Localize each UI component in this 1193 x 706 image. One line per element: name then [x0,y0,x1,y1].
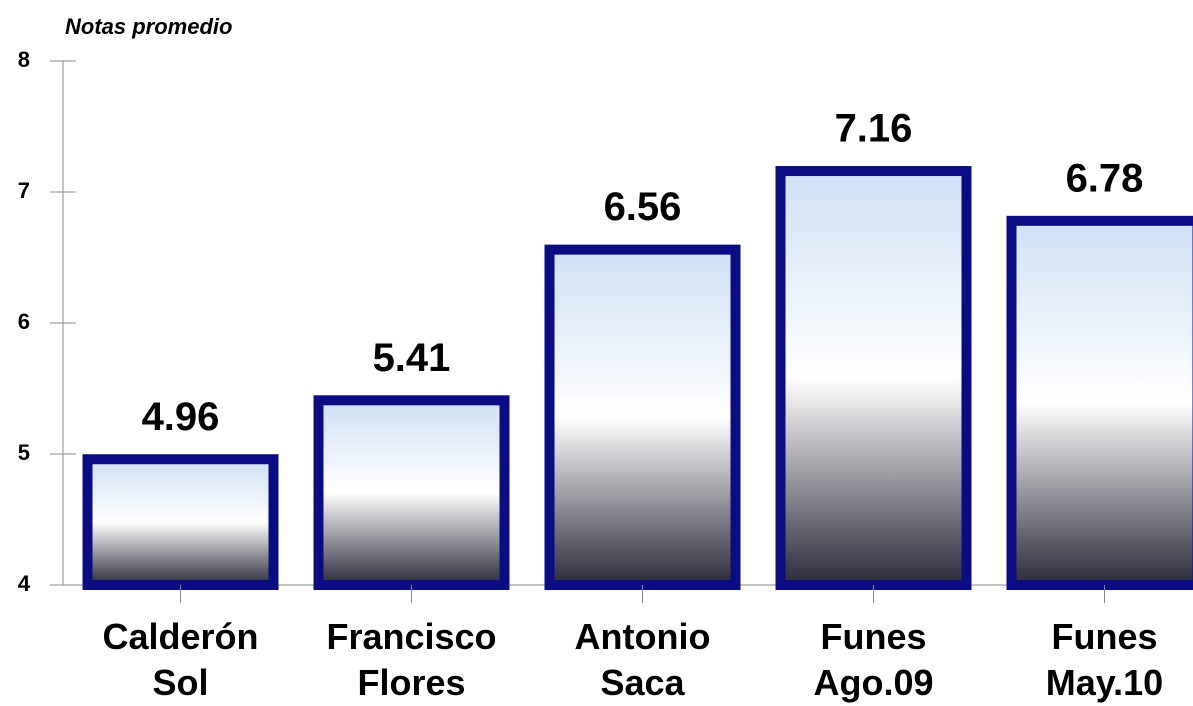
y-tick-label: 8 [18,47,30,72]
bar [544,244,741,590]
y-tick-label: 4 [18,571,31,596]
chart-title: Notas promedio [65,14,232,39]
x-tick-label: Antonio Saca [574,616,711,703]
bar [82,454,279,590]
x-tick-label: Francisco Flores [326,616,497,703]
bar [775,166,972,590]
bar [1006,215,1193,590]
y-tick-label: 6 [18,309,30,334]
x-tick-label: Calderón Sol [102,616,259,703]
x-tick-label: Funes Ago.09 [813,616,934,703]
x-tick-label: Funes May.10 [1045,616,1164,703]
y-tick-label: 5 [18,440,30,465]
y-tick-label: 7 [18,178,30,203]
value-label: 6.78 [1066,156,1144,200]
bar [313,395,510,591]
value-label: 4.96 [142,395,220,439]
value-label: 6.56 [604,185,682,229]
value-label: 7.16 [835,107,913,151]
value-label: 5.41 [373,336,451,380]
